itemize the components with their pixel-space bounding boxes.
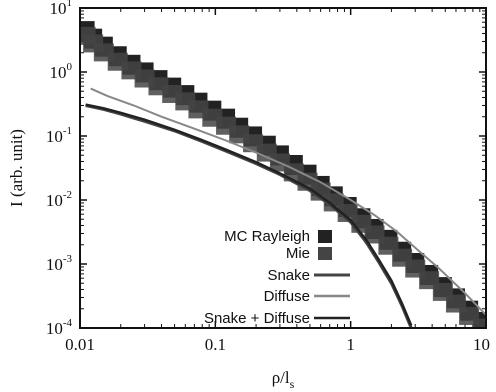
x-axis-label: ρ/ls [272, 368, 295, 391]
plot-frame [79, 7, 487, 329]
data-point [472, 318, 486, 328]
series-layer [80, 21, 486, 328]
series-snake-diffuse [85, 103, 413, 326]
y-tick-base: 10 [46, 127, 63, 146]
legend-label: Snake [267, 267, 310, 284]
y-tick-exponent: 0 [67, 61, 73, 73]
y-tick-label: 100 [50, 61, 73, 82]
y-tick-exponent: -2 [63, 189, 72, 201]
legend-label: MC Rayleigh [224, 228, 310, 245]
legend-label: Snake + Diffuse [204, 310, 310, 327]
y-tick-exponent: -3 [63, 253, 73, 265]
x-axis-label-subscript: s [290, 377, 295, 391]
y-tick-label: 10-2 [46, 189, 72, 210]
x-tick-label: 10 [473, 335, 490, 354]
legend-marker [318, 247, 332, 260]
series-line [85, 103, 413, 326]
legend-label: Mie [286, 245, 310, 262]
y-tick-exponent: -1 [63, 125, 72, 137]
x-tick-labels: 0.01 0.1 1 10 [65, 8, 490, 354]
y-tick-label: 10-1 [46, 125, 72, 146]
y-tick-label: 10-3 [46, 253, 73, 274]
y-tick-exponent: -4 [63, 317, 73, 329]
series-diffuse [90, 87, 486, 316]
y-axis-label: I (arb. unit) [7, 129, 26, 207]
y-tick-base: 10 [50, 0, 67, 18]
y-tick-label: 10-4 [46, 317, 73, 338]
x-tick-label: 1 [346, 335, 355, 354]
x-tick-label: 0.1 [205, 335, 226, 354]
y-tick-base: 10 [46, 255, 63, 274]
y-tick-base: 10 [46, 191, 63, 210]
x-axis-label-main: ρ/l [272, 368, 290, 387]
y-tick-exponent: 1 [67, 0, 73, 9]
legend-marker [318, 230, 332, 243]
y-tick-label: 101 [50, 0, 73, 18]
y-tick-base: 10 [46, 319, 63, 338]
x-tick-label: 0.01 [65, 335, 95, 354]
legend-label: Diffuse [264, 288, 310, 305]
series-line [90, 87, 486, 316]
y-tick-base: 10 [50, 63, 67, 82]
